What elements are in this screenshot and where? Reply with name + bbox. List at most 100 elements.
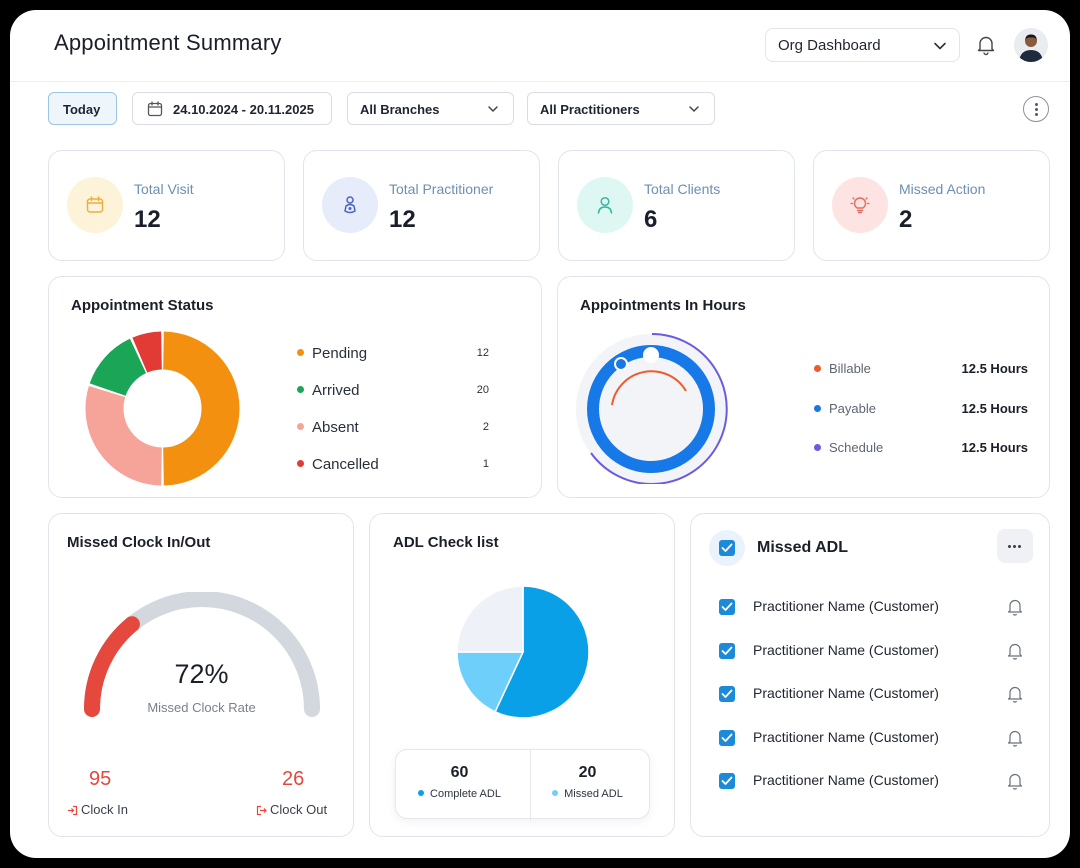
org-dashboard-select[interactable]: Org Dashboard [765, 28, 960, 62]
dashboard-window: Appointment Summary Org Dashboard Today [10, 10, 1070, 858]
clock-out-icon [256, 805, 267, 816]
list-item[interactable]: Practitioner Name (Customer) [691, 631, 1050, 671]
practitioners-select[interactable]: All Practitioners [527, 92, 715, 125]
calendar-icon [67, 177, 123, 233]
legend-dot [297, 385, 304, 393]
legend-value: 2 [482, 421, 489, 433]
adl-checklist-card: ADL Check list 60 Complete ADL 20 Missed… [369, 513, 675, 837]
appointment-status-card: Appointment Status Pending 12 Arrived 20… [48, 276, 542, 498]
legend-dot [297, 348, 304, 356]
legend-dot [297, 459, 304, 467]
donut-slice-absent [85, 386, 163, 486]
date-range-label: 24.10.2024 - 20.11.2025 [173, 102, 314, 117]
card-title: Missed ADL [757, 539, 848, 556]
checkbox-checked-icon[interactable] [719, 599, 735, 615]
legend-label: Pending [312, 345, 368, 362]
notification-bell-icon[interactable] [1006, 684, 1024, 704]
hours-item-billable: Billable [814, 361, 871, 376]
payable-marker [614, 357, 628, 371]
legend-dot [418, 790, 425, 797]
legend-value: 12 [476, 347, 489, 359]
legend-dot [297, 422, 304, 430]
list-item[interactable]: Practitioner Name (Customer) [691, 674, 1050, 714]
divider [530, 750, 531, 820]
notification-bell-icon[interactable] [1006, 597, 1024, 617]
gauge-fill [84, 616, 140, 717]
hours-label: Payable [829, 401, 876, 416]
legend-item-pending: Pending [297, 345, 367, 362]
legend-label: Cancelled [312, 456, 379, 473]
header: Appointment Summary Org Dashboard [10, 10, 1070, 82]
hours-label: Schedule [829, 440, 884, 455]
clock-out-value: 26 [282, 768, 305, 790]
clock-in-value: 95 [89, 768, 112, 790]
practitioner-name: Practitioner Name (Customer) [753, 772, 939, 789]
missed-clock-card: Missed Clock In/Out 72% Missed Clock Rat… [48, 513, 354, 837]
gauge-percent: 72% [174, 659, 229, 689]
gauge-subtitle: Missed Clock Rate [147, 700, 256, 715]
adl-complete-text: Complete ADL [430, 788, 501, 800]
practitioners-select-label: All Practitioners [540, 102, 640, 117]
adl-missed-label: Missed ADL [524, 788, 651, 800]
legend-dot [814, 405, 821, 413]
missed-clock-gauge [84, 592, 320, 717]
stat-label: Total Visit [134, 181, 194, 197]
avatar-image [1014, 28, 1048, 62]
pie-slice-missed-adl [456, 651, 525, 713]
card-title: Missed Clock In/Out [67, 534, 211, 551]
appointment-status-donut-chart [85, 331, 240, 486]
missed-adl-header-checkbox[interactable] [709, 530, 745, 566]
notification-bell-icon[interactable] [1006, 771, 1024, 791]
schedule-marker [643, 347, 659, 363]
clock-out-label: Clock Out [256, 802, 327, 817]
branches-select[interactable]: All Branches [347, 92, 514, 125]
hours-item-schedule: Schedule [814, 440, 883, 455]
hours-radial-chart [576, 333, 728, 484]
checkbox-checked-icon[interactable] [719, 729, 735, 746]
pie-slice-other [456, 585, 524, 653]
page-title: Appointment Summary [54, 30, 282, 55]
notification-bell-icon[interactable] [1006, 641, 1024, 661]
clock-in-label: Clock In [67, 802, 128, 817]
list-item[interactable]: Practitioner Name (Customer) [691, 587, 1050, 627]
list-item[interactable]: Practitioner Name (Customer) [691, 761, 1050, 801]
stat-label: Missed Action [899, 181, 986, 197]
adl-missed-stat: 20 Missed ADL [524, 764, 651, 800]
today-button[interactable]: Today [48, 92, 117, 125]
stat-card-total-practitioner: Total Practitioner 12 [303, 150, 540, 261]
adl-complete-value: 60 [450, 764, 469, 781]
list-item[interactable]: Practitioner Name (Customer) [691, 718, 1050, 758]
pie-slice-complete-adl [494, 585, 590, 719]
client-icon [577, 177, 633, 233]
hours-value: 12.5 Hours [961, 401, 1028, 416]
missed-adl-menu-button[interactable] [997, 529, 1033, 563]
checkbox-checked-icon[interactable] [719, 686, 735, 703]
legend-dot [814, 444, 821, 452]
practitioner-name: Practitioner Name (Customer) [753, 685, 939, 702]
stat-card-total-visit: Total Visit 12 [48, 150, 285, 261]
adl-complete-label: Complete ADL [396, 788, 523, 800]
clock-in-text: Clock In [81, 802, 128, 817]
legend-item-cancelled: Cancelled [297, 456, 379, 473]
practitioner-icon [322, 177, 378, 233]
notification-bell-icon[interactable] [1006, 728, 1024, 748]
checkbox-checked-icon[interactable] [719, 773, 735, 790]
stat-value: 12 [389, 206, 416, 233]
gauge-track [84, 592, 320, 717]
calendar-icon [147, 101, 163, 117]
adl-pie-chart [456, 585, 590, 719]
user-avatar[interactable] [1014, 28, 1048, 62]
lightbulb-icon [832, 177, 888, 233]
legend-dot [814, 365, 821, 373]
stat-label: Total Practitioner [389, 181, 494, 197]
notification-bell-icon[interactable] [975, 34, 997, 56]
chevron-down-icon [488, 106, 498, 112]
legend-value: 20 [476, 384, 489, 396]
adl-summary-box: 60 Complete ADL 20 Missed ADL [395, 749, 651, 820]
more-options-icon[interactable] [1023, 96, 1049, 122]
date-range-picker[interactable]: 24.10.2024 - 20.11.2025 [132, 92, 332, 125]
checkbox-checked-icon[interactable] [719, 642, 735, 659]
legend-label: Absent [312, 419, 359, 436]
filter-bar: Today 24.10.2024 - 20.11.2025 All Branch… [10, 82, 1070, 142]
card-title: Appointment Status [71, 297, 214, 314]
